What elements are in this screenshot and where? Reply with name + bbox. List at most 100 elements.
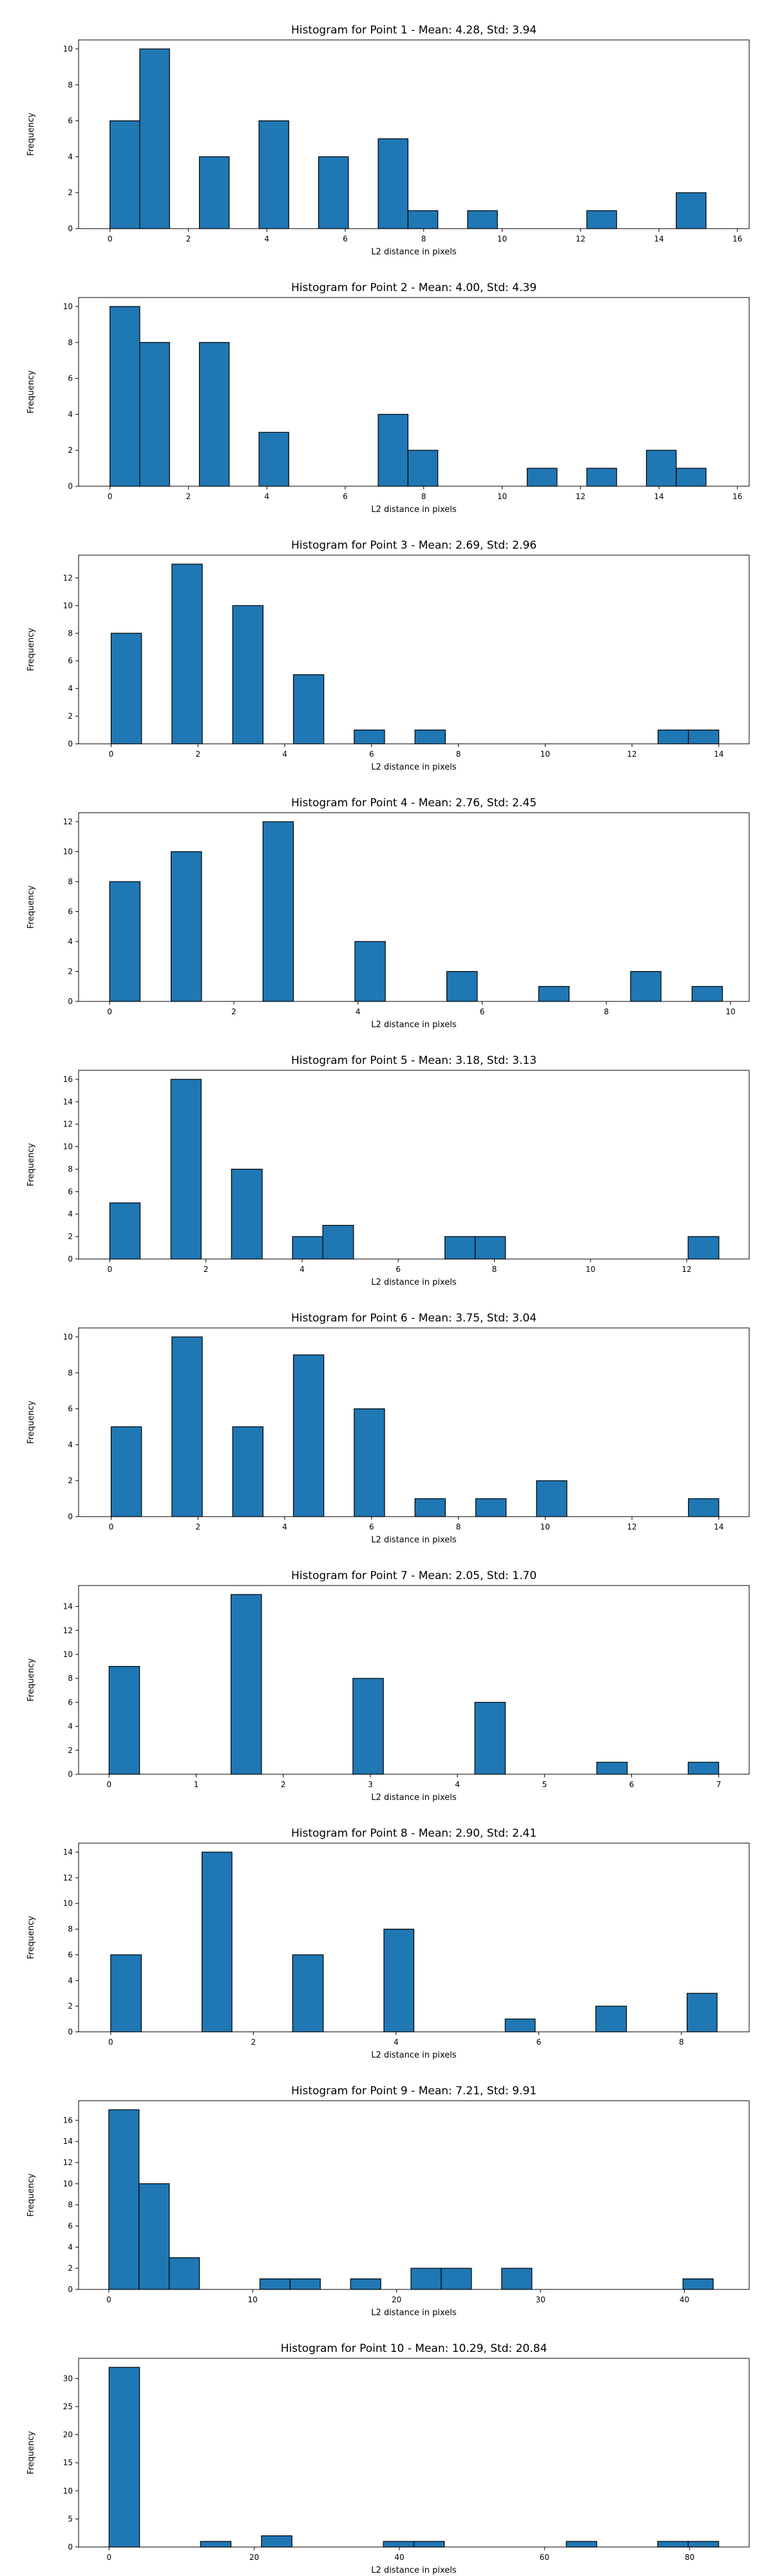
y-tick-label: 2 xyxy=(68,1476,73,1485)
histogram-bar xyxy=(414,1498,446,1517)
x-tick-label: 4 xyxy=(282,750,287,759)
x-tick-label: 10 xyxy=(497,492,507,501)
x-tick-label: 14 xyxy=(714,1522,723,1531)
histogram-bar xyxy=(292,674,325,744)
histogram-panel-2: Histogram for Point 2 - Mean: 4.00, Std:… xyxy=(26,281,750,515)
x-tick-label: 8 xyxy=(604,1007,609,1016)
y-tick-label: 15 xyxy=(63,2458,73,2467)
x-tick-label: 6 xyxy=(369,1522,374,1531)
histogram-bar xyxy=(383,2541,415,2548)
y-tick-label: 10 xyxy=(63,1332,73,1341)
y-tick-label: 8 xyxy=(68,1164,73,1173)
chart-title: Histogram for Point 2 - Mean: 4.00, Std:… xyxy=(291,281,537,294)
histogram-bar xyxy=(232,1426,263,1517)
histogram-bar xyxy=(354,1408,385,1517)
plot-frame xyxy=(78,1842,750,2032)
y-axis-label: Frequency xyxy=(26,370,36,413)
x-tick-label: 6 xyxy=(480,1007,485,1016)
y-tick-label: 30 xyxy=(63,2374,73,2383)
histogram-bar xyxy=(200,2541,232,2548)
histogram-bar xyxy=(377,413,408,487)
y-tick-label: 12 xyxy=(63,817,73,826)
x-tick-label: 20 xyxy=(249,2553,259,2562)
histogram-bar xyxy=(596,1761,628,1775)
y-axis-label: Frequency xyxy=(26,113,36,156)
histogram-bar xyxy=(258,120,289,229)
histogram-bar xyxy=(262,821,294,1002)
chart-title: Histogram for Point 9 - Mean: 7.21, Std:… xyxy=(291,2085,537,2098)
y-axis-label: Frequency xyxy=(26,1401,36,1444)
chart-title: Histogram for Point 8 - Mean: 2.90, Std:… xyxy=(291,1827,537,1840)
plot-frame xyxy=(78,1070,750,1260)
plot-frame xyxy=(78,1585,750,1775)
chart-title: Histogram for Point 7 - Mean: 2.05, Std:… xyxy=(291,1569,537,1582)
histogram-bar xyxy=(688,1498,720,1517)
histogram-panel-4: Histogram for Point 4 - Mean: 2.76, Std:… xyxy=(26,797,750,1030)
x-axis-label: L2 distance in pixels xyxy=(371,2308,457,2318)
x-tick-label: 1 xyxy=(194,1780,199,1789)
y-tick-label: 14 xyxy=(63,1097,73,1106)
y-tick-label: 10 xyxy=(63,847,73,856)
y-axis-label: Frequency xyxy=(26,1916,36,1959)
x-tick-label: 10 xyxy=(586,1265,595,1274)
x-tick-label: 10 xyxy=(248,2295,258,2304)
y-tick-label: 8 xyxy=(68,1925,73,1934)
x-tick-label: 7 xyxy=(716,1780,721,1789)
x-tick-label: 6 xyxy=(536,2038,541,2047)
histogram-bar xyxy=(108,1665,140,1775)
histogram-bar xyxy=(110,1954,142,2032)
plot-frame xyxy=(78,297,750,487)
histogram-panel-9: Histogram for Point 9 - Mean: 7.21, Std:… xyxy=(26,2085,750,2318)
histogram-bar xyxy=(682,2278,714,2290)
y-tick-label: 8 xyxy=(68,629,73,638)
y-tick-label: 4 xyxy=(68,1976,73,1985)
x-tick-label: 0 xyxy=(106,2553,111,2562)
histogram-bar xyxy=(198,156,230,229)
histogram-bar xyxy=(170,1079,202,1260)
histogram-bar xyxy=(501,2268,533,2290)
histogram-bar xyxy=(258,431,289,487)
histogram-bar xyxy=(110,1426,142,1517)
histogram-bar xyxy=(261,2535,292,2548)
histogram-bar xyxy=(322,1225,354,1260)
histogram-bar xyxy=(687,1236,720,1260)
x-tick-label: 0 xyxy=(107,1007,112,1016)
histogram-bar xyxy=(383,1928,415,2032)
x-tick-label: 40 xyxy=(680,2295,689,2304)
y-tick-label: 12 xyxy=(63,1873,73,1882)
histogram-bar xyxy=(171,564,203,744)
histogram-bar xyxy=(230,1594,262,1775)
histogram-bar xyxy=(566,2541,598,2548)
y-tick-label: 4 xyxy=(68,1440,73,1449)
x-axis-label: L2 distance in pixels xyxy=(371,2566,457,2575)
histogram-bar xyxy=(138,2183,170,2290)
y-tick-label: 8 xyxy=(68,338,73,347)
y-tick-label: 10 xyxy=(63,2486,73,2496)
histogram-bar xyxy=(414,729,446,744)
y-tick-label: 8 xyxy=(68,2201,73,2210)
histogram-bar xyxy=(536,1480,568,1517)
y-tick-label: 16 xyxy=(63,1075,73,1084)
y-tick-label: 0 xyxy=(68,2285,73,2294)
y-tick-label: 0 xyxy=(68,1255,73,1264)
y-axis-label: Frequency xyxy=(26,1143,36,1186)
histogram-bar xyxy=(198,342,230,487)
y-tick-label: 6 xyxy=(68,117,73,126)
y-tick-label: 10 xyxy=(63,1650,73,1659)
y-tick-label: 2 xyxy=(68,967,73,976)
y-tick-label: 4 xyxy=(68,2242,73,2251)
histogram-bar xyxy=(657,729,689,744)
x-tick-label: 5 xyxy=(542,1780,547,1789)
y-tick-label: 25 xyxy=(63,2402,73,2411)
y-tick-label: 10 xyxy=(63,601,73,610)
x-axis-label: L2 distance in pixels xyxy=(371,1793,457,1803)
histogram-bar xyxy=(292,1354,325,1517)
chart-title: Histogram for Point 4 - Mean: 2.76, Std:… xyxy=(291,797,537,810)
x-tick-label: 6 xyxy=(396,1265,401,1274)
histogram-bar xyxy=(108,2367,140,2548)
x-axis-label: L2 distance in pixels xyxy=(371,2050,457,2060)
histogram-bar xyxy=(676,192,707,229)
x-axis-label: L2 distance in pixels xyxy=(371,505,457,515)
x-tick-label: 30 xyxy=(535,2295,545,2304)
y-tick-label: 20 xyxy=(63,2430,73,2439)
